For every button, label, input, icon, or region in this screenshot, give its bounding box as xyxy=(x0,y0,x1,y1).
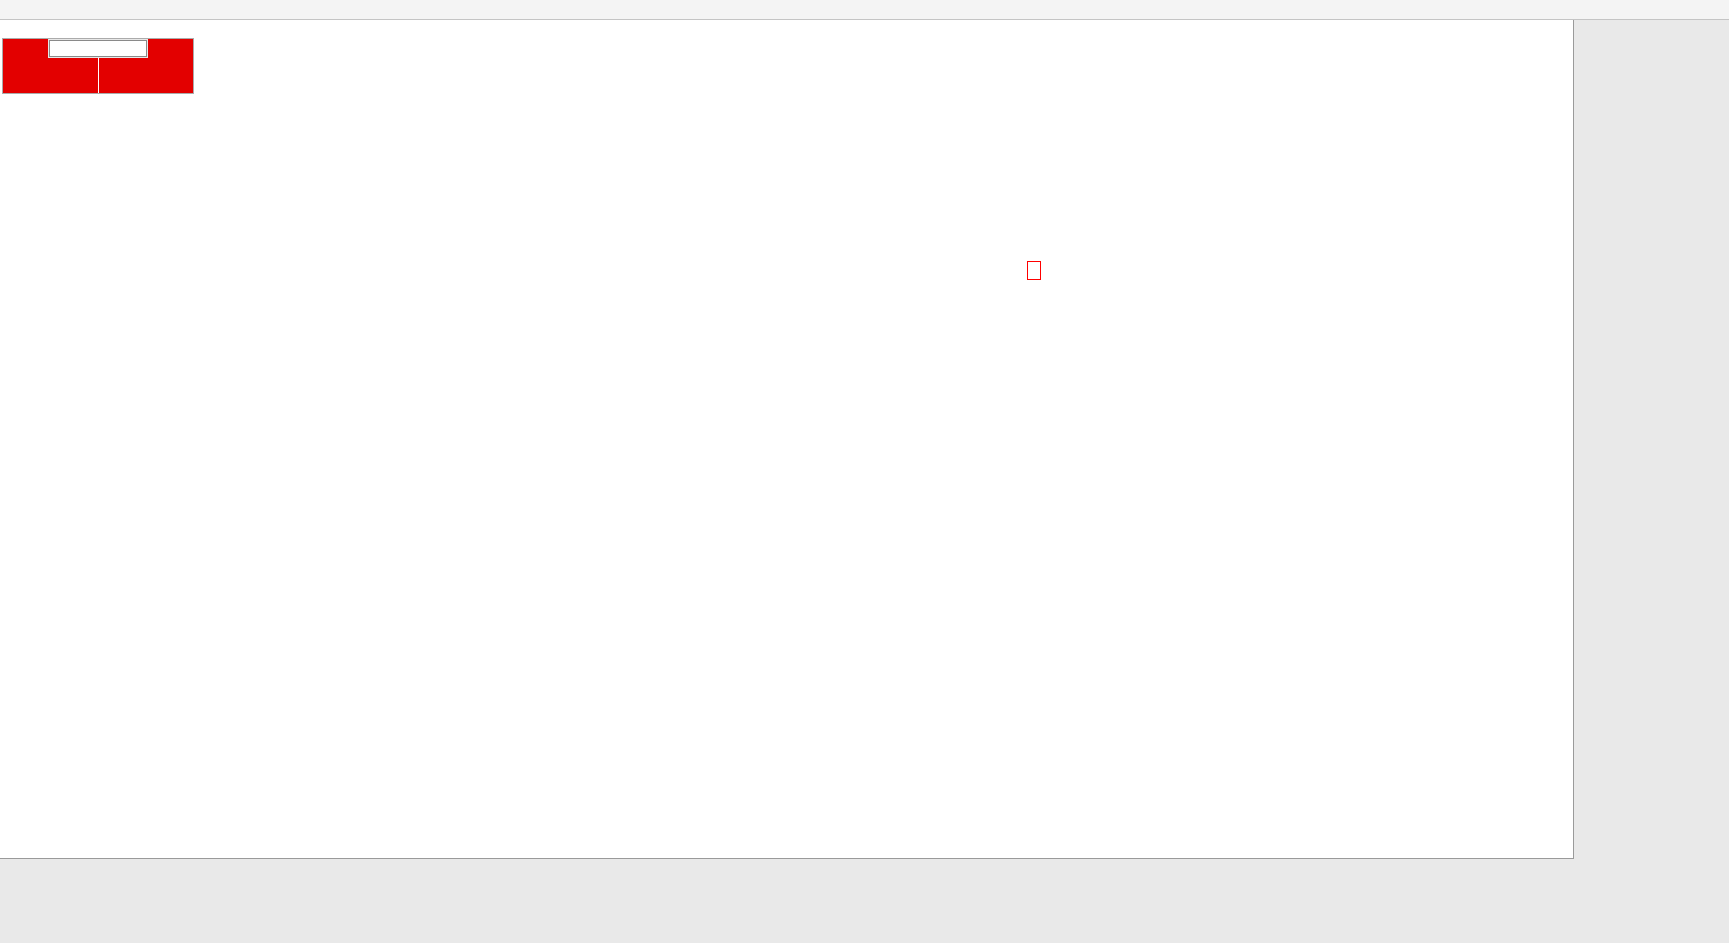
buy-button[interactable] xyxy=(148,39,193,58)
one-click-trading-panel xyxy=(2,38,194,94)
sell-button[interactable] xyxy=(3,39,48,58)
sell-price[interactable] xyxy=(3,58,99,93)
chart-canvas[interactable] xyxy=(0,20,1573,858)
buy-price[interactable] xyxy=(98,58,193,93)
price-callout[interactable] xyxy=(1027,261,1041,280)
rsi-label xyxy=(4,683,10,695)
toolbar xyxy=(0,0,1729,20)
macd-label xyxy=(4,531,16,543)
workspace-background-right xyxy=(1574,20,1729,943)
chart-window xyxy=(0,20,1574,859)
volume-input[interactable] xyxy=(49,40,147,57)
workspace-background-bottom xyxy=(0,859,1574,943)
